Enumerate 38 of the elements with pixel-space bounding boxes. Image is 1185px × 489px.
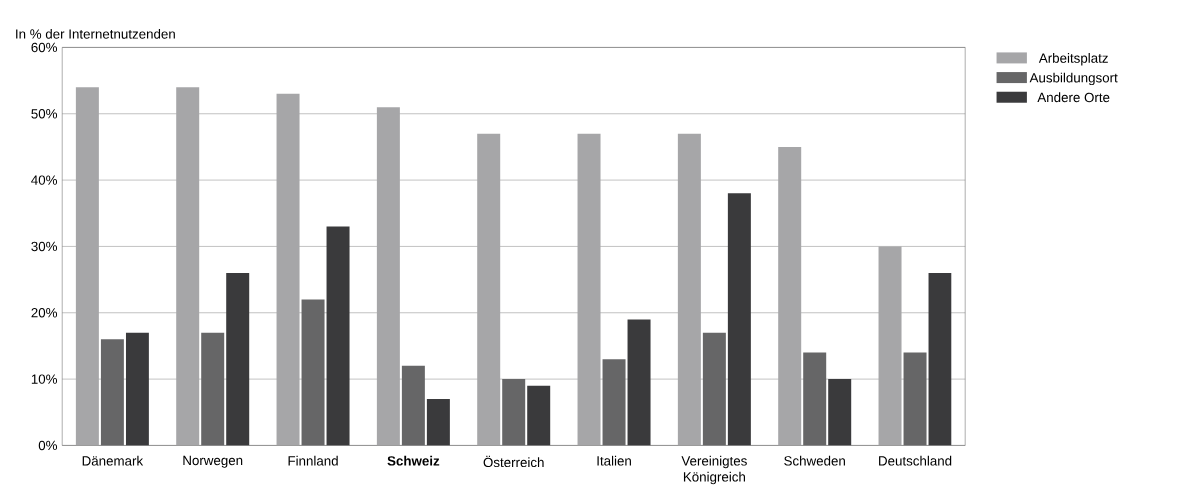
x-tick-label: Schweden — [784, 455, 845, 466]
bar — [276, 94, 300, 446]
y-tick-label: 20% — [31, 308, 58, 318]
y-tick-label: 60% — [31, 42, 58, 53]
x-tick-label: Finnland — [288, 455, 338, 466]
y-tick-label: 40% — [31, 175, 58, 185]
bar — [828, 379, 852, 446]
x-tick-label: Schweiz — [387, 455, 440, 466]
bar — [226, 273, 250, 446]
x-tick-label: Vereinigtes Königreich — [681, 455, 747, 485]
bar — [477, 133, 501, 446]
bar — [527, 385, 551, 446]
bar — [125, 332, 149, 446]
bar — [326, 226, 350, 446]
legend-label: Andere Orte — [1037, 92, 1110, 103]
y-tick-label: 30% — [31, 241, 58, 252]
x-tick-label: Österreich — [483, 455, 544, 468]
y-tick-label: 0% — [38, 440, 58, 451]
x-tick-label: Dänemark — [82, 455, 144, 466]
x-tick-label: Deutschland — [879, 455, 952, 466]
bar — [176, 87, 200, 446]
bar — [627, 319, 651, 446]
bar — [577, 133, 601, 446]
bar — [878, 246, 902, 446]
y-tick-label: 10% — [31, 374, 58, 384]
bar — [75, 87, 99, 446]
bar — [928, 273, 952, 446]
bar — [376, 107, 400, 446]
bar — [778, 147, 802, 446]
x-tick-label: Italien — [597, 455, 631, 466]
legend-label: Arbeitsplatz — [1038, 53, 1108, 66]
bar — [727, 193, 751, 446]
bar — [426, 399, 450, 446]
y-tick-label: 50% — [31, 109, 58, 119]
bar — [677, 133, 701, 446]
legend-label: Ausbildungsort — [1029, 72, 1118, 86]
y-axis-title: In % der Internetnutzenden — [16, 29, 175, 39]
x-tick-label: Norwegen — [183, 455, 243, 468]
